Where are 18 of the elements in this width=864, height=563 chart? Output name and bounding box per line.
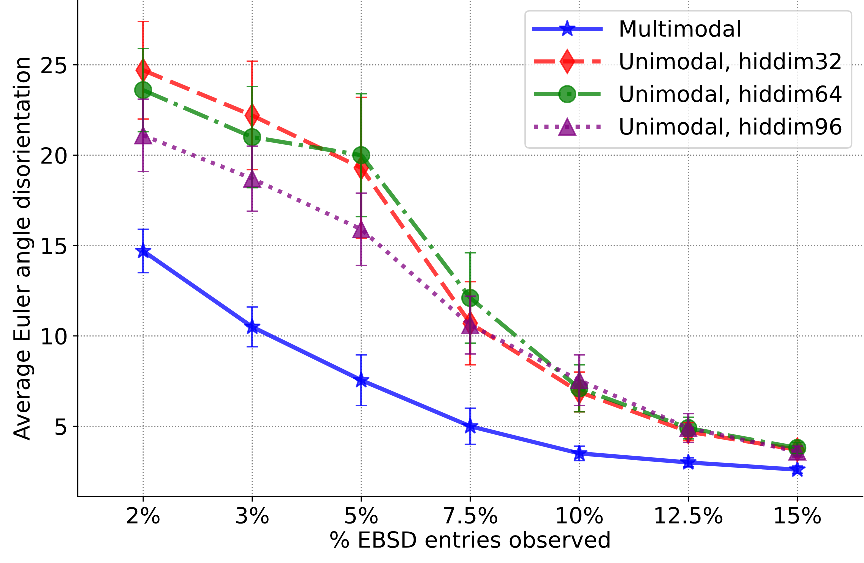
x-tick-label: 3% xyxy=(236,507,269,524)
y-tick-label: 5 xyxy=(56,418,66,436)
legend-label: Unimodal, hiddim64 xyxy=(620,85,842,105)
x-tick-label: 15% xyxy=(775,507,822,524)
legend-label: Unimodal, hiddim96 xyxy=(620,118,842,138)
y-tick-label: 15 xyxy=(42,238,66,255)
x-tick-label: 10% xyxy=(557,507,603,524)
y-tick-label: 20 xyxy=(42,147,67,164)
x-axis-title: % EBSD entries observed xyxy=(330,531,610,548)
x-tick-label: 2% xyxy=(127,507,160,524)
y-tick-label: 10 xyxy=(42,328,67,345)
x-tick-label: 12.5% xyxy=(656,507,723,524)
y-axis-title: Average Euler angle disorientation xyxy=(12,58,34,441)
x-tick-label: 5% xyxy=(346,507,378,524)
y-tick-label: 25 xyxy=(42,57,66,74)
legend-label: Multimodal xyxy=(620,20,740,38)
x-tick-label: 7.5% xyxy=(444,507,498,524)
legend-label: Unimodal, hiddim32 xyxy=(620,52,841,72)
